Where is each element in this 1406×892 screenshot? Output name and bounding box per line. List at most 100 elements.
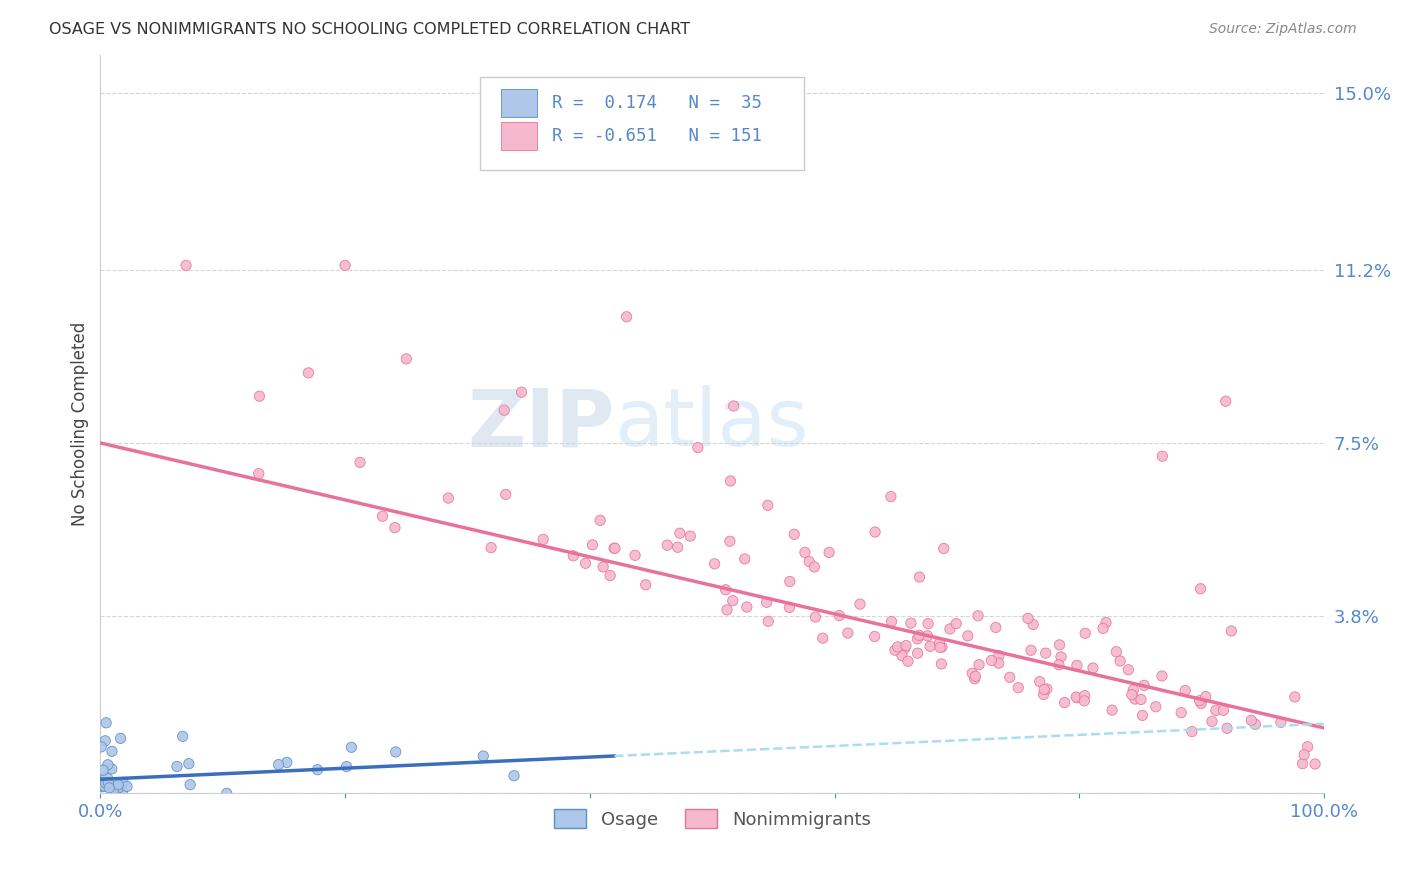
Point (101, 762, 124, 776)
Point (893, 641, 915, 656)
Point (1132, 708, 1154, 723)
Point (1189, 697, 1212, 711)
Point (756, 498, 779, 512)
Point (93, 780, 115, 794)
Point (1053, 696, 1076, 710)
Point (97, 775, 120, 789)
Point (179, 778, 201, 792)
Point (891, 648, 914, 663)
Point (1189, 582, 1212, 596)
Point (811, 631, 834, 645)
Point (494, 403, 516, 417)
Point (894, 639, 917, 653)
Point (94, 715, 117, 730)
Point (1081, 661, 1104, 675)
Point (307, 763, 329, 777)
Point (939, 622, 962, 636)
Point (908, 570, 931, 584)
Point (945, 616, 967, 631)
Point (1133, 678, 1156, 692)
Text: R =  0.174   N =  35: R = 0.174 N = 35 (553, 95, 762, 112)
Point (880, 615, 903, 629)
Point (349, 455, 371, 469)
Point (956, 629, 979, 643)
Point (1170, 706, 1192, 720)
Point (1181, 724, 1204, 739)
Point (177, 756, 200, 771)
Point (634, 578, 657, 592)
Point (103, 784, 125, 798)
Point (1240, 714, 1263, 728)
Point (928, 636, 950, 650)
Text: R = -0.651   N = 151: R = -0.651 N = 151 (553, 128, 762, 145)
Point (1050, 649, 1073, 664)
Point (1122, 682, 1144, 697)
Point (1201, 714, 1223, 729)
Point (793, 545, 815, 559)
Point (863, 524, 886, 539)
Point (884, 643, 907, 657)
Point (98, 780, 121, 795)
Point (503, 769, 526, 783)
Point (1074, 626, 1097, 640)
Point (574, 556, 596, 570)
Point (828, 608, 851, 623)
Point (562, 549, 585, 563)
Point (166, 759, 188, 773)
Point (987, 648, 1010, 663)
Point (110, 784, 132, 798)
Legend: Osage, Nonimmigrants: Osage, Nonimmigrants (547, 802, 877, 836)
Point (1049, 638, 1071, 652)
Point (963, 672, 986, 686)
Point (96, 772, 118, 787)
Point (714, 582, 737, 597)
Point (335, 759, 357, 773)
Point (920, 640, 942, 654)
Point (931, 657, 953, 671)
Point (987, 656, 1010, 670)
Point (1195, 690, 1218, 704)
Point (1144, 699, 1167, 714)
Point (756, 614, 779, 628)
Point (718, 534, 741, 549)
Point (799, 555, 821, 569)
Text: OSAGE VS NONIMMIGRANTS NO SCHOOLING COMPLETED CORRELATION CHART: OSAGE VS NONIMMIGRANTS NO SCHOOLING COMP… (49, 22, 690, 37)
Point (703, 557, 725, 571)
Point (91, 763, 114, 777)
Point (1291, 756, 1313, 771)
Point (929, 640, 952, 655)
Point (174, 259, 197, 273)
Point (1066, 690, 1088, 705)
Point (932, 541, 955, 556)
Point (90, 739, 112, 754)
Point (907, 646, 929, 660)
Point (1130, 692, 1153, 706)
Point (1028, 674, 1050, 689)
Point (107, 780, 129, 795)
Point (1152, 449, 1174, 463)
Point (581, 538, 603, 552)
Point (340, 740, 363, 755)
Point (472, 749, 495, 764)
Point (276, 756, 298, 770)
Point (1188, 694, 1211, 708)
Point (112, 775, 135, 789)
Point (90, 777, 112, 791)
Point (603, 541, 626, 556)
Point (803, 560, 825, 574)
Point (371, 509, 394, 524)
Point (1032, 688, 1054, 702)
Point (931, 640, 953, 654)
Point (1294, 747, 1316, 762)
Point (297, 366, 319, 380)
Point (886, 640, 908, 654)
Point (1270, 715, 1292, 730)
Point (1303, 756, 1326, 771)
Point (616, 310, 638, 324)
Point (624, 549, 647, 563)
Point (907, 632, 929, 646)
Point (1284, 690, 1306, 704)
Point (247, 467, 270, 481)
Text: ZIP: ZIP (467, 385, 614, 463)
Point (1035, 646, 1057, 660)
